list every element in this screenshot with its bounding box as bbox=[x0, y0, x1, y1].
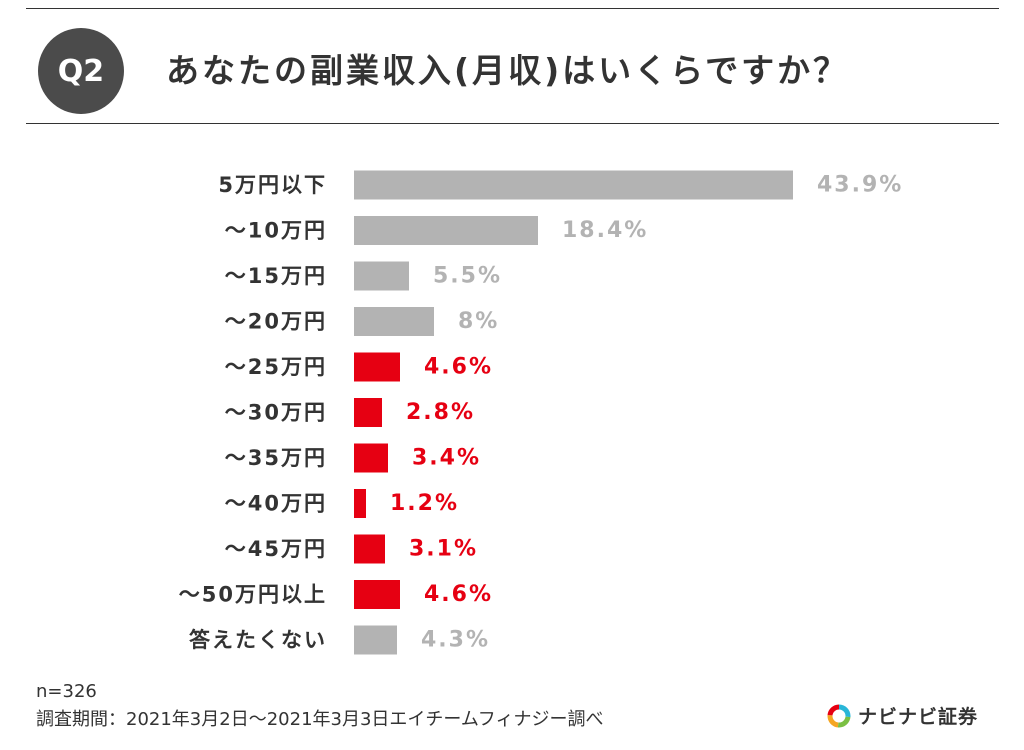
brand-logo: ナビナビ証券 bbox=[826, 702, 978, 729]
value-label: 4.6% bbox=[424, 582, 493, 607]
question-badge: Q2 bbox=[38, 28, 124, 114]
category-label: ～15万円 bbox=[225, 264, 327, 288]
bar bbox=[354, 625, 397, 655]
category-label: ～25万円 bbox=[225, 355, 327, 379]
bar bbox=[354, 398, 382, 427]
value-label: 3.1% bbox=[409, 537, 478, 562]
category-label: ～40万円 bbox=[225, 492, 327, 516]
value-label: 2.8% bbox=[406, 400, 475, 425]
category-label: ～50万円以上 bbox=[179, 583, 327, 607]
value-label: 4.3% bbox=[421, 628, 490, 653]
value-label: 43.9% bbox=[817, 173, 903, 198]
header-rule bbox=[26, 123, 999, 124]
value-label: 8% bbox=[458, 309, 499, 334]
brand-name: ナビナビ証券 bbox=[858, 706, 979, 728]
bar bbox=[354, 352, 400, 382]
bar bbox=[354, 216, 538, 245]
bar bbox=[354, 489, 366, 518]
bar bbox=[354, 307, 434, 336]
value-label: 3.4% bbox=[412, 446, 481, 471]
category-label: ～10万円 bbox=[225, 219, 327, 243]
value-label: 1.2% bbox=[390, 491, 459, 516]
question-title: あなたの副業収入(月収)はいくらですか？ bbox=[166, 51, 850, 90]
value-label: 4.6% bbox=[424, 355, 493, 380]
sample-size: n=326 bbox=[36, 681, 97, 702]
bar bbox=[354, 443, 388, 473]
category-label: ～45万円 bbox=[225, 537, 327, 561]
bar bbox=[354, 170, 793, 200]
value-label: 5.5% bbox=[433, 264, 502, 289]
category-label: ～20万円 bbox=[225, 310, 327, 334]
bar bbox=[354, 534, 385, 564]
category-label: 5万円以下 bbox=[218, 173, 327, 197]
survey-note: 調査期間：2021年3月2日～2021年3月3日エイチームフィナジー調べ bbox=[36, 709, 604, 730]
bar bbox=[354, 261, 409, 291]
bar bbox=[354, 580, 400, 609]
ring-logo-icon bbox=[826, 703, 852, 729]
question-number: Q2 bbox=[57, 53, 105, 89]
category-label: ～35万円 bbox=[225, 446, 327, 470]
category-label: ～30万円 bbox=[225, 401, 327, 425]
bar-chart: 5万円以下 43.9% ～10万円 18.4% ～15万円 5.5% ～20万円 8% ～25万… bbox=[179, 170, 903, 655]
top-rule bbox=[26, 8, 999, 9]
value-label: 18.4% bbox=[562, 218, 648, 243]
category-label: 答えたくない bbox=[189, 628, 327, 652]
